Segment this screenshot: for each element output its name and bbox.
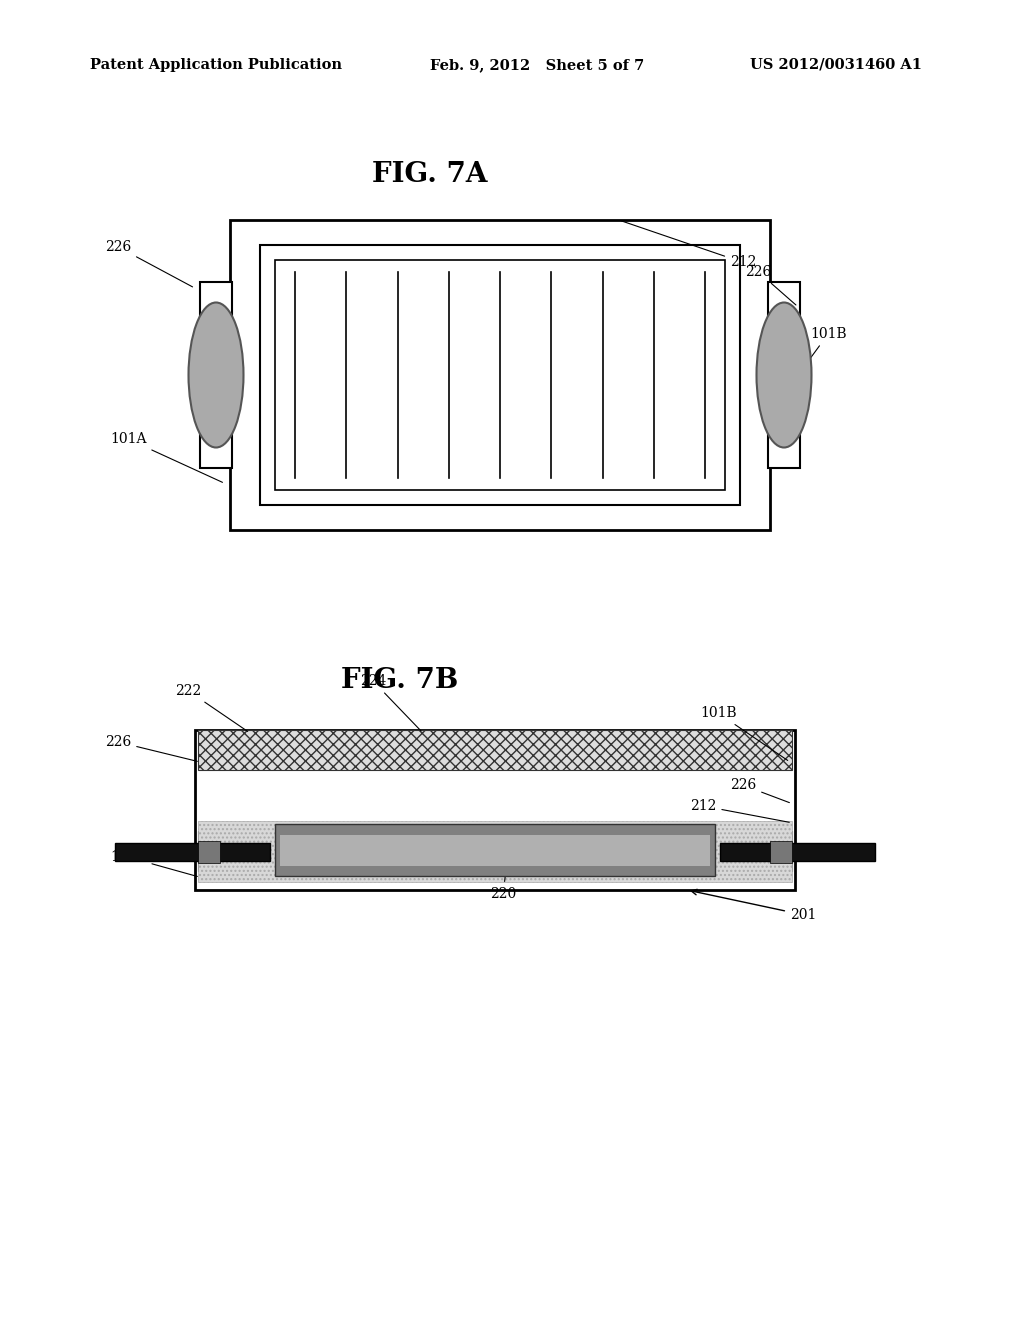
Bar bbox=[768, 282, 800, 469]
Text: 224: 224 bbox=[360, 675, 421, 731]
Text: FIG. 7A: FIG. 7A bbox=[373, 161, 487, 189]
Bar bbox=[115, 842, 270, 861]
Bar bbox=[280, 834, 710, 866]
Bar bbox=[198, 841, 220, 862]
Bar bbox=[195, 730, 795, 890]
Text: 101A: 101A bbox=[110, 432, 222, 482]
Text: 212: 212 bbox=[690, 799, 790, 822]
Bar bbox=[198, 730, 792, 770]
Ellipse shape bbox=[757, 302, 811, 447]
Text: 212: 212 bbox=[622, 220, 757, 269]
Text: 201: 201 bbox=[691, 890, 816, 921]
Text: Patent Application Publication: Patent Application Publication bbox=[90, 58, 342, 73]
Text: 226: 226 bbox=[745, 265, 796, 305]
Bar bbox=[198, 821, 792, 882]
Text: Feb. 9, 2012   Sheet 5 of 7: Feb. 9, 2012 Sheet 5 of 7 bbox=[430, 58, 644, 73]
Bar bbox=[198, 830, 792, 871]
Text: 226: 226 bbox=[105, 240, 193, 286]
Text: 222: 222 bbox=[175, 684, 248, 731]
Ellipse shape bbox=[188, 302, 244, 447]
Bar bbox=[200, 282, 232, 469]
Bar bbox=[275, 824, 715, 876]
Text: 101B: 101B bbox=[800, 327, 847, 372]
Text: FIG. 7B: FIG. 7B bbox=[341, 667, 459, 693]
Text: 226: 226 bbox=[105, 735, 198, 762]
Text: 226: 226 bbox=[730, 779, 790, 803]
Text: US 2012/0031460 A1: US 2012/0031460 A1 bbox=[750, 58, 922, 73]
Bar bbox=[230, 220, 770, 531]
Bar bbox=[275, 260, 725, 490]
Text: 101A: 101A bbox=[110, 850, 198, 876]
Bar bbox=[720, 842, 874, 861]
Text: 220: 220 bbox=[490, 865, 516, 902]
Bar bbox=[770, 841, 792, 862]
Text: 101B: 101B bbox=[700, 706, 787, 760]
Bar bbox=[260, 246, 740, 506]
